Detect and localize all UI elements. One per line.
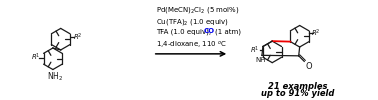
Text: CO: CO bbox=[204, 28, 215, 34]
Text: (1 atm): (1 atm) bbox=[215, 28, 242, 35]
Text: up to 91% yield: up to 91% yield bbox=[261, 89, 335, 98]
Text: NH: NH bbox=[256, 57, 266, 63]
Text: 1,4-dioxane, 110 $^o$C: 1,4-dioxane, 110 $^o$C bbox=[156, 40, 227, 51]
Text: R$^1$: R$^1$ bbox=[250, 44, 260, 56]
Text: O: O bbox=[305, 62, 312, 71]
Text: Cu(TFA)$_2$ (1.0 equiv): Cu(TFA)$_2$ (1.0 equiv) bbox=[156, 17, 229, 27]
Text: 21 examples: 21 examples bbox=[268, 82, 327, 91]
Text: TFA (1.0 equiv),: TFA (1.0 equiv), bbox=[156, 28, 213, 35]
Text: R$^2$: R$^2$ bbox=[73, 32, 83, 43]
Text: NH$_2$: NH$_2$ bbox=[47, 70, 63, 83]
Text: R$^1$: R$^1$ bbox=[31, 52, 40, 63]
Text: Pd(MeCN)$_2$Cl$_2$ (5 mol%): Pd(MeCN)$_2$Cl$_2$ (5 mol%) bbox=[156, 5, 239, 15]
Text: R$^2$: R$^2$ bbox=[311, 28, 321, 39]
